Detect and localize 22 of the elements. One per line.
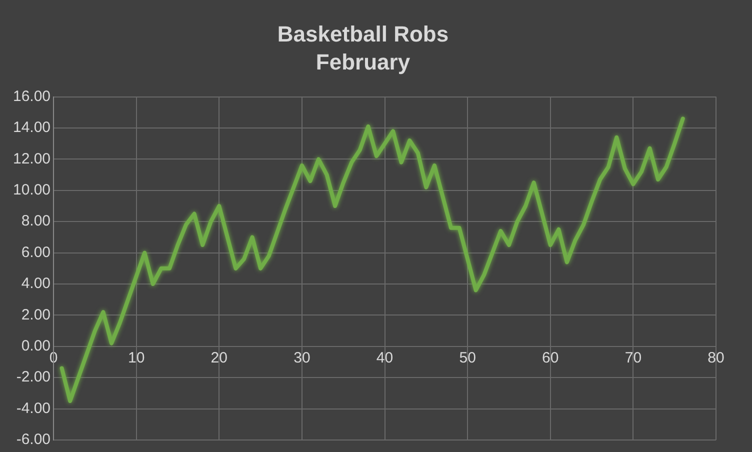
x-tick-label: 50 xyxy=(459,350,476,367)
y-tick-label: 16.00 xyxy=(12,88,51,105)
y-tick-label: -2.00 xyxy=(16,368,51,386)
x-tick-label: 10 xyxy=(128,350,145,367)
y-tick-label: 12.00 xyxy=(12,150,51,168)
y-tick-label: 4.00 xyxy=(21,275,51,292)
x-tick-label: 70 xyxy=(624,350,642,367)
y-tick-label: 8.00 xyxy=(21,212,51,230)
y-tick-label: -6.00 xyxy=(16,431,51,448)
y-tick-label: 14.00 xyxy=(12,119,51,136)
y-tick-label: 6.00 xyxy=(21,244,51,261)
y-tick-label: 2.00 xyxy=(21,306,51,324)
x-tick-label: 30 xyxy=(294,350,310,367)
x-tick-label: 60 xyxy=(542,350,559,367)
y-tick-label: -4.00 xyxy=(16,400,51,417)
chart-title: Basketball Robs xyxy=(277,21,449,46)
x-tick-label: 20 xyxy=(210,350,228,367)
chart-subtitle: February xyxy=(316,50,411,75)
y-tick-label: 10.00 xyxy=(12,182,51,199)
x-tick-label: 40 xyxy=(376,350,394,367)
x-tick-label: 80 xyxy=(708,350,724,367)
y-tick-label: 0.00 xyxy=(21,338,51,355)
